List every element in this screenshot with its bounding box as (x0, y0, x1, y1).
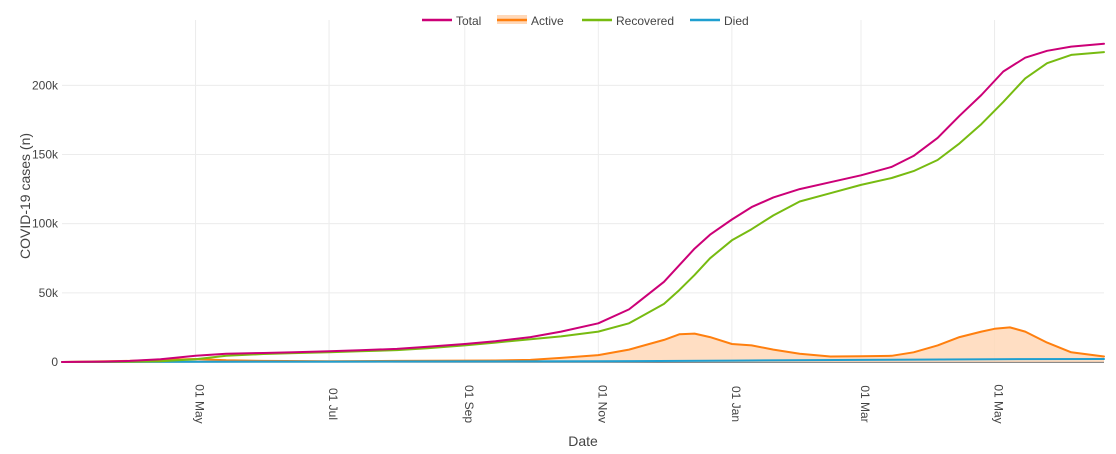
died-series-line (61, 358, 1105, 363)
y-axis-title: COVID-19 cases (n) (17, 133, 33, 259)
x-tick-label: 01 Sep (462, 385, 476, 423)
y-tick-label: 100k (32, 217, 59, 231)
legend-item-total[interactable]: Total (422, 14, 481, 28)
x-axis-title: Date (568, 433, 598, 449)
y-tick-label: 50k (39, 286, 59, 300)
legend-label: Active (531, 14, 564, 28)
x-tick-label: 01 May (992, 384, 1006, 423)
x-axis-ticks: 01 May 01 Jul 01 Sep 01 Nov 01 Jan 01 Mar 01 M… (193, 384, 1006, 423)
legend-item-active[interactable]: Active (497, 14, 564, 28)
legend-label: Recovered (616, 14, 674, 28)
x-tick-label: 01 Mar (858, 385, 872, 422)
x-tick-label: 01 Jan (729, 386, 743, 422)
y-axis-ticks: 0 50k 100k 150k 200k (32, 78, 59, 369)
grid-layer (62, 20, 1104, 363)
line-layer (61, 42, 1105, 363)
total-series-line (61, 42, 1105, 363)
y-tick-label: 150k (32, 148, 59, 162)
y-tick-label: 200k (32, 78, 59, 92)
legend-item-died[interactable]: Died (690, 14, 749, 28)
x-tick-label: 01 Nov (595, 385, 609, 423)
legend-item-recovered[interactable]: Recovered (582, 14, 674, 28)
legend[interactable]: Total Active Recovered Died (422, 14, 749, 28)
y-tick-label: 0 (51, 355, 58, 369)
legend-label: Total (456, 14, 481, 28)
recovered-series-line (61, 51, 1105, 363)
legend-label: Died (724, 14, 749, 28)
x-tick-label: 01 May (193, 384, 207, 423)
x-tick-label: 01 Jul (326, 388, 340, 420)
